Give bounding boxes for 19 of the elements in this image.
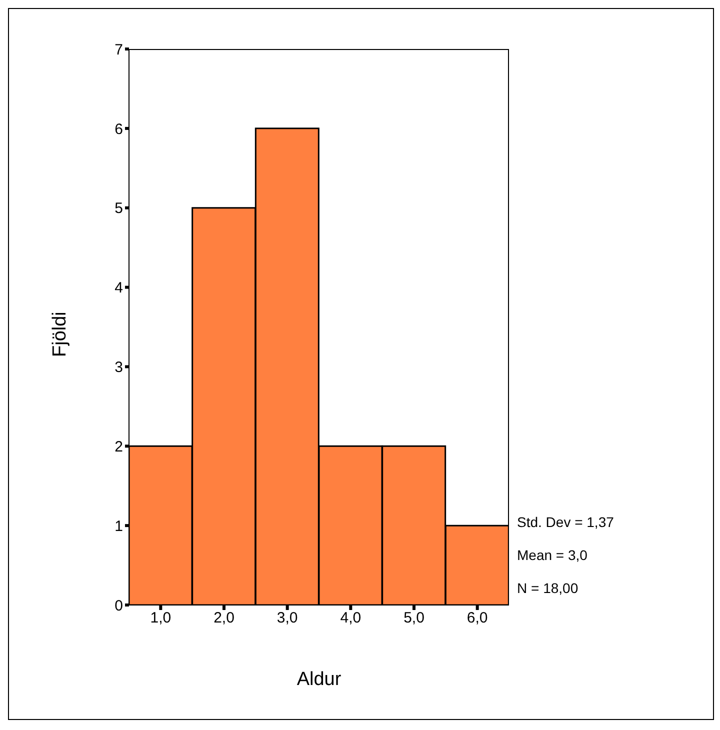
text: Mean = 3,0	[517, 546, 588, 563]
y-tick-label: 2	[114, 438, 123, 456]
x-tick-label: 5,0	[404, 610, 424, 627]
text: N = 18,00	[517, 580, 580, 596]
y-axis-title: Fjöldi	[50, 312, 71, 357]
y-tick-label: 3	[114, 359, 123, 376]
x-tick-label: 4,0	[340, 610, 362, 627]
x-axis-title: Aldur	[296, 669, 342, 690]
text: Std. Dev = 1,37	[517, 514, 614, 530]
y-tick-label: 6	[114, 120, 123, 138]
y-tick-label: 0	[114, 597, 123, 614]
x-tick-label: 1,0	[150, 610, 172, 627]
y-tick-label: 5	[114, 200, 123, 218]
y-tick-label: 7	[114, 41, 123, 58]
y-tick-label: 4	[114, 280, 123, 297]
y-tick-label: 1	[114, 518, 123, 535]
x-tick-label: 6,0	[466, 610, 488, 627]
x-tick-label: 3,0	[276, 610, 298, 627]
x-tick-label: 2,0	[214, 610, 234, 627]
